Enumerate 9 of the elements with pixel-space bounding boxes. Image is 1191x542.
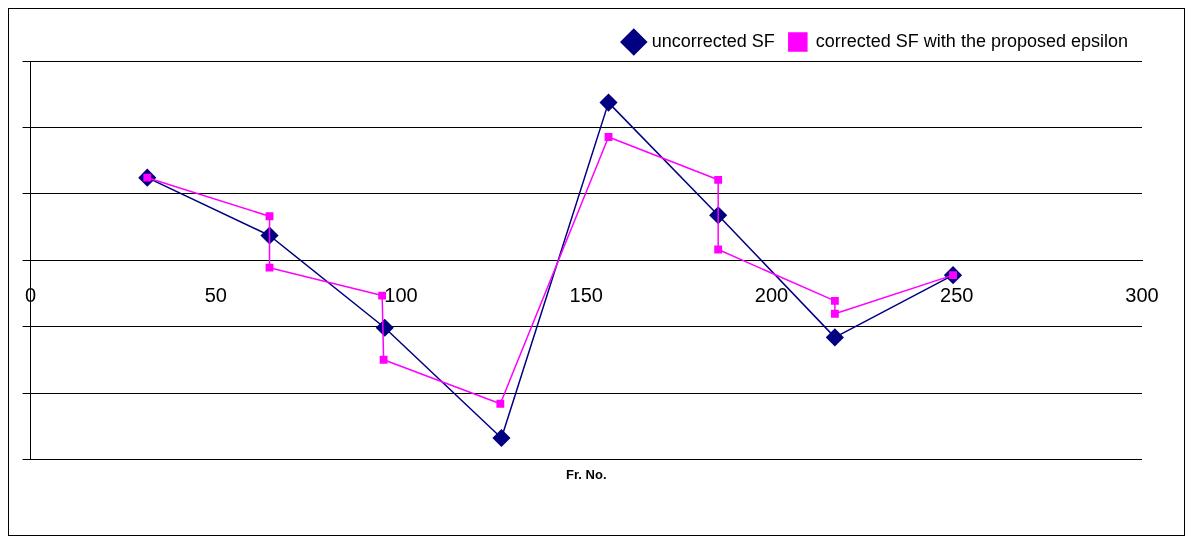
x-tick-label: 300 xyxy=(1125,283,1159,306)
x-tick-label: 100 xyxy=(384,283,418,306)
x-tick-label: 150 xyxy=(569,283,603,306)
x-tick-label: 50 xyxy=(204,283,227,306)
x-tick-label: 250 xyxy=(940,283,974,306)
legend-label: uncorrected SF xyxy=(651,30,775,51)
legend-label: corrected SF with the proposed epsilon xyxy=(815,30,1128,51)
x-tick-label: 200 xyxy=(754,283,789,306)
x-axis-title: Fr. No. xyxy=(566,466,607,482)
